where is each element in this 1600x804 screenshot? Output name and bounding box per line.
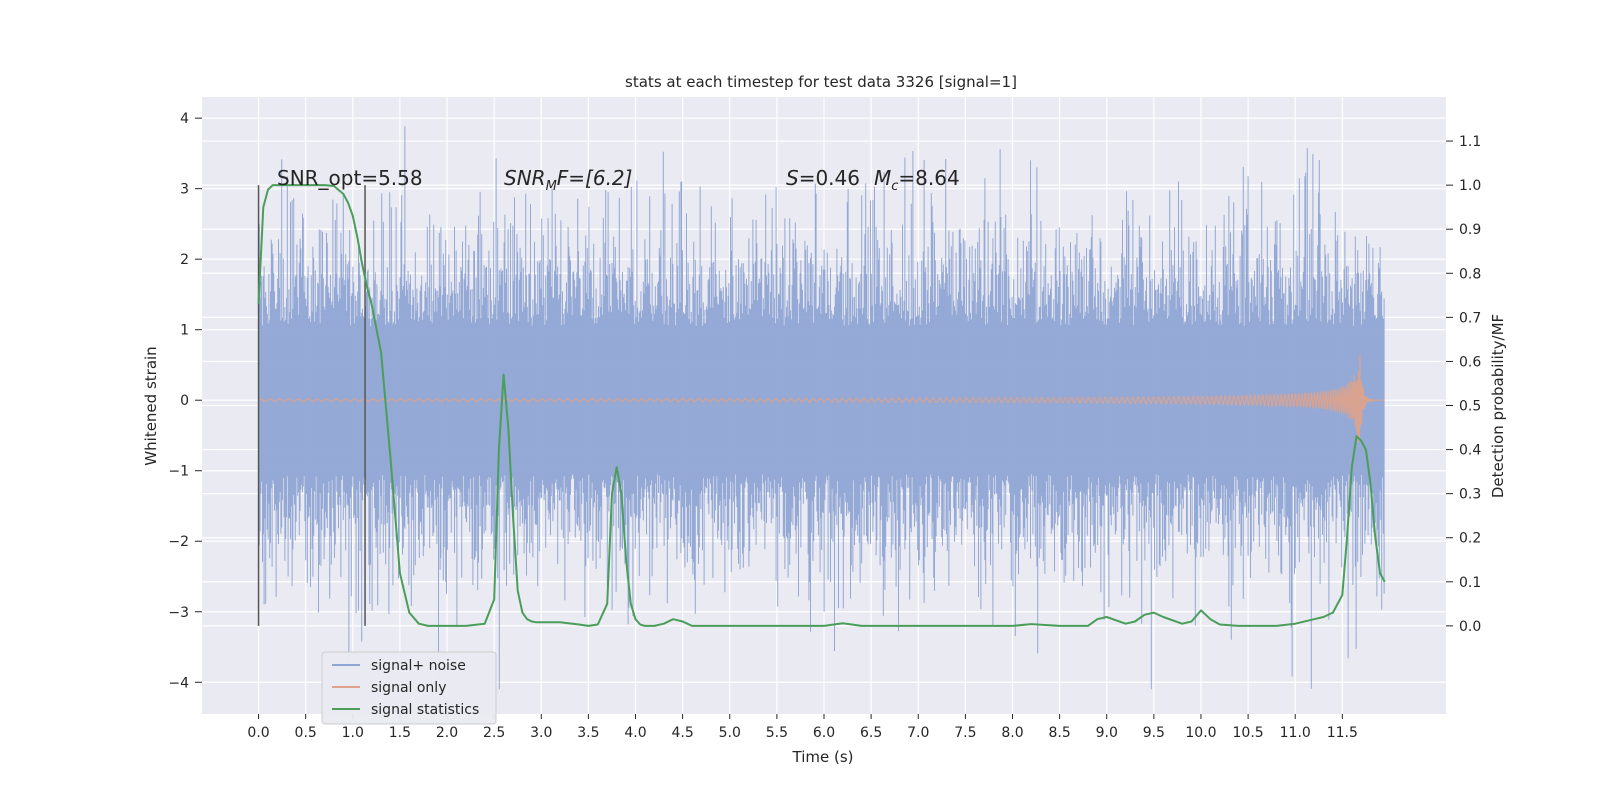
annotation-snr-mf: SNRMF=[6.2] xyxy=(504,166,632,194)
signal-only-series xyxy=(258,354,1385,443)
legend-box xyxy=(321,651,497,725)
x-tick-label-14: 7.0 xyxy=(907,725,929,741)
y-tick-label-7: 3 xyxy=(180,182,189,198)
y-axis-ticks: −4 −3 −2 −1 0 1 2 3 4 xyxy=(168,111,202,691)
y-axis-label: Whitened strain xyxy=(142,346,160,465)
legend-label-signal-only: signal only xyxy=(371,680,446,696)
x-tick-label-11: 5.5 xyxy=(766,725,788,741)
x-tick-label-9: 4.5 xyxy=(672,725,694,741)
annotation-snr-mf-sub: M xyxy=(546,179,557,194)
y2-axis-ticks: 0.0 0.1 0.2 0.3 0.4 0.5 0.6 0.7 0.8 0.9 1.0 1.1 xyxy=(1446,134,1481,635)
signal-only-trace xyxy=(258,354,1385,443)
x-tick-label-16: 8.0 xyxy=(1001,725,1023,741)
annotation-snr-mf-rest: F=[6.2] xyxy=(557,166,633,190)
y-tick-label-5: 1 xyxy=(180,323,189,339)
y-tick-label-8: 4 xyxy=(180,111,189,127)
vertical-markers xyxy=(257,185,366,626)
x-tick-label-10: 5.0 xyxy=(719,725,741,741)
x-tick-label-4: 2.0 xyxy=(436,725,458,741)
y-tick-label-1: −3 xyxy=(168,605,189,621)
y2-tick-label-5: 0.5 xyxy=(1459,399,1481,415)
annotation-snr-opt: SNR_opt=5.58 xyxy=(277,166,423,190)
annotation-snr-mf-main: SNR xyxy=(504,166,546,190)
y2-tick-label-8: 0.8 xyxy=(1459,266,1481,282)
x-tick-label-0: 0.0 xyxy=(247,725,269,741)
y2-tick-label-4: 0.4 xyxy=(1459,443,1481,459)
x-tick-label-3: 1.5 xyxy=(389,725,411,741)
x-axis-ticks: 0.0 0.5 1.0 1.5 2.0 2.5 3.0 3.5 4.0 4.5 5.0 5.5 6.0 6… xyxy=(247,714,1358,741)
signal-statistics-line xyxy=(257,184,1386,627)
annotation-s-mc: S=0.46 Mc=8.64 xyxy=(786,166,960,194)
x-tick-label-13: 6.5 xyxy=(860,725,882,741)
x-tick-label-20: 10.0 xyxy=(1185,725,1216,741)
y2-tick-label-1: 0.1 xyxy=(1459,575,1481,591)
y-tick-label-3: −1 xyxy=(168,464,189,480)
x-tick-label-2: 1.0 xyxy=(342,725,364,741)
y2-tick-label-0: 0.0 xyxy=(1459,619,1481,635)
y-tick-label-2: −2 xyxy=(168,534,189,550)
annotation-mc-value: =8.64 xyxy=(898,166,959,190)
x-tick-label-7: 3.5 xyxy=(577,725,599,741)
y2-tick-label-6: 0.6 xyxy=(1459,354,1481,370)
x-tick-label-21: 10.5 xyxy=(1233,725,1264,741)
legend-label-signal-statistics: signal statistics xyxy=(371,702,479,718)
y2-tick-label-2: 0.2 xyxy=(1459,531,1481,547)
annotation-s-value: =0.46 xyxy=(799,166,860,190)
x-tick-label-23: 11.5 xyxy=(1327,725,1358,741)
x-tick-label-17: 8.5 xyxy=(1048,725,1070,741)
x-tick-label-6: 3.0 xyxy=(530,725,552,741)
y2-tick-label-3: 0.3 xyxy=(1459,487,1481,503)
y2-tick-label-7: 0.7 xyxy=(1459,310,1481,326)
x-tick-label-12: 6.0 xyxy=(813,725,835,741)
signal-statistics-series xyxy=(257,184,1386,627)
chart-title: stats at each timestep for test data 332… xyxy=(625,73,1017,91)
x-tick-label-1: 0.5 xyxy=(295,725,317,741)
x-tick-label-22: 11.0 xyxy=(1280,725,1311,741)
annotation-mc-symbol: M xyxy=(874,166,891,190)
legend: signal+ noise signal only signal statist… xyxy=(321,651,497,725)
y-tick-label-6: 2 xyxy=(180,252,189,268)
x-tick-label-19: 9.5 xyxy=(1143,725,1165,741)
legend-label-signal-plus-noise: signal+ noise xyxy=(371,658,466,674)
annotation-s-symbol: S xyxy=(786,166,799,190)
x-tick-label-5: 2.5 xyxy=(483,725,505,741)
y2-tick-label-11: 1.1 xyxy=(1459,134,1481,150)
annotation-mc-sub: c xyxy=(891,179,898,194)
x-tick-label-18: 9.0 xyxy=(1096,725,1118,741)
x-tick-label-8: 4.0 xyxy=(624,725,646,741)
x-tick-label-15: 7.5 xyxy=(954,725,976,741)
y2-tick-label-9: 0.9 xyxy=(1459,222,1481,238)
y2-tick-label-10: 1.0 xyxy=(1459,178,1481,194)
x-axis-label: Time (s) xyxy=(792,748,854,766)
y-tick-label-4: 0 xyxy=(180,393,189,409)
y2-axis-label: Detection probability/MF xyxy=(1489,314,1507,498)
y-tick-label-0: −4 xyxy=(168,675,189,691)
